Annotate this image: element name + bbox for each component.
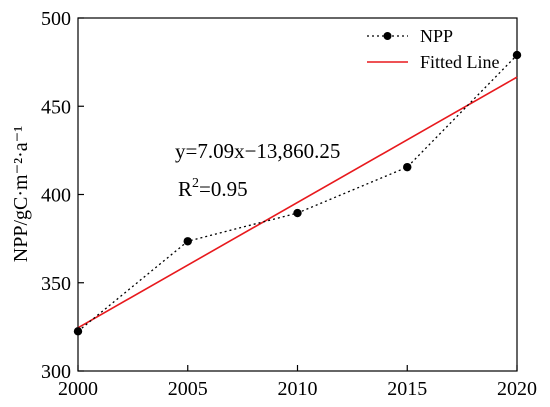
npp-point-2020 <box>512 50 522 60</box>
fitted-line <box>77 76 518 329</box>
legend: NPP Fitted Line <box>367 26 500 72</box>
npp-point-2015 <box>403 162 412 172</box>
y-tick-label-500: 500 <box>41 8 71 30</box>
legend-npp-label: NPP <box>420 26 453 46</box>
npp-point-2000 <box>73 327 83 336</box>
r-squared-symbol: R <box>178 177 192 201</box>
y-tick-label-350: 350 <box>41 273 71 295</box>
x-tick-label-2005: 2005 <box>168 378 208 400</box>
legend-npp-marker <box>383 32 392 40</box>
series-layer <box>73 50 522 336</box>
y-tick-label-300: 300 <box>41 361 71 383</box>
r-squared: R2=0.95 <box>178 176 248 201</box>
y-tick-label-400: 400 <box>41 185 71 207</box>
y-axis-title: NPP/gC·m⁻²·a⁻¹ <box>10 126 32 262</box>
r-squared-exponent: 2 <box>192 176 199 191</box>
y-tick-label-450: 450 <box>41 96 71 118</box>
legend-fitted-label: Fitted Line <box>420 52 500 72</box>
r-squared-value: =0.95 <box>199 177 248 201</box>
npp-point-2010 <box>293 208 302 218</box>
regression-equation: y=7.09x−13,860.25 <box>175 139 340 163</box>
x-tick-label-2010: 2010 <box>278 378 318 400</box>
x-tick-label-2015: 2015 <box>387 378 427 400</box>
x-tick-label-2000: 2000 <box>58 378 98 400</box>
x-tick-label-2020: 2020 <box>497 378 537 400</box>
npp-point-2005 <box>183 237 192 246</box>
y-axis-ticks: 300 350 400 450 500 <box>41 8 84 383</box>
x-axis-ticks: 2000 2005 2010 2015 2020 <box>58 365 537 400</box>
